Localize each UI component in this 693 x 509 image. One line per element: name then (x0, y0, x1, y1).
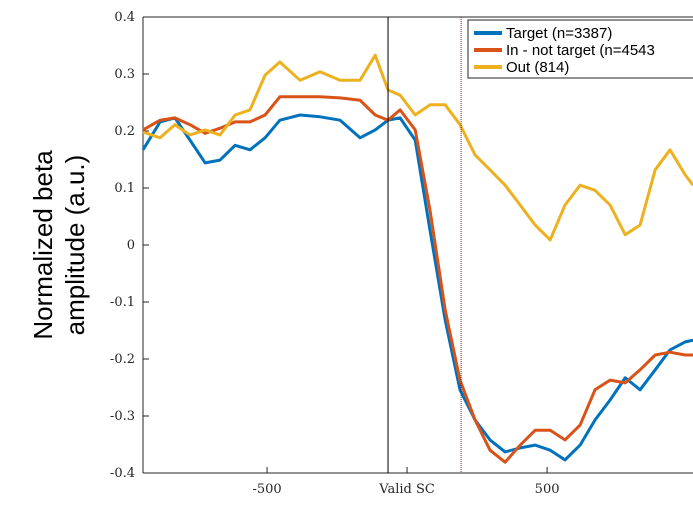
y-axis-title: Normalized beta amplitude (a.u.) (28, 150, 90, 340)
x-tick-label: 500 (535, 482, 560, 497)
y-tick-label: -0.3 (110, 409, 135, 424)
legend-box (467, 19, 693, 79)
legend-label: In - not target (n=4543 (506, 42, 655, 59)
y-tick-label: -0.1 (110, 295, 135, 310)
y-axis-title-line: amplitude (a.u.) (60, 155, 90, 336)
y-tick-label: 0.4 (114, 10, 135, 25)
series-line (141, 113, 693, 462)
y-tick-label: 0.1 (114, 181, 135, 196)
series-line (142, 95, 693, 464)
y-tick-label: 0.3 (114, 67, 135, 82)
x-tick-label: Valid SC (378, 482, 435, 497)
y-tick-label: 0.2 (114, 124, 135, 139)
y-axis-title-line: Normalized beta (28, 150, 58, 340)
y-tick-label: -0.2 (110, 352, 135, 367)
legend-label: Target (n=3387) (506, 25, 612, 42)
y-tick-label: -0.4 (110, 466, 135, 481)
y-tick-label: 0 (127, 238, 135, 253)
legend-label: Out (814) (506, 59, 569, 76)
x-tick-label: -500 (252, 482, 281, 497)
series-line (142, 53, 693, 242)
